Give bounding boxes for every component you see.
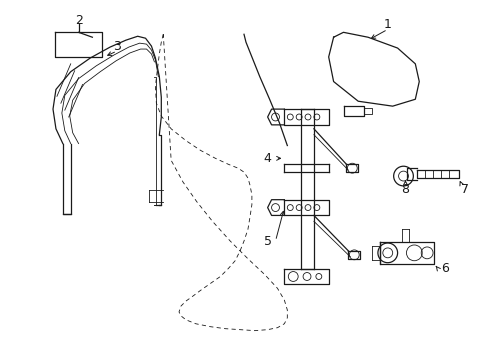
Text: 8: 8 [401,183,408,196]
Text: 2: 2 [75,14,82,27]
Text: 3: 3 [113,40,121,53]
Text: 5: 5 [263,235,271,248]
Text: 6: 6 [440,262,448,275]
Text: 7: 7 [460,183,468,196]
Text: 4: 4 [263,152,271,165]
Text: 1: 1 [383,18,391,31]
